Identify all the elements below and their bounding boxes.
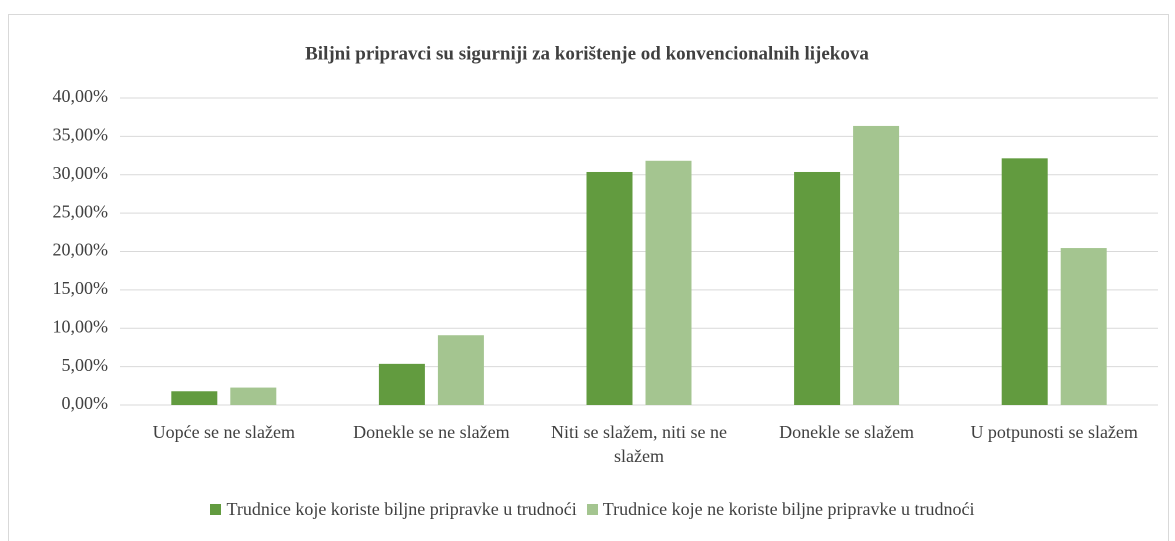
- chart-title: Biljni pripravci su sigurniji za korište…: [305, 43, 869, 64]
- y-tick-label: 0,00%: [62, 393, 109, 413]
- x-tick-label: Donekle se ne slažem: [353, 422, 510, 442]
- bar: [853, 125, 900, 405]
- chart-border: [8, 14, 1169, 541]
- legend: Trudnice koje koriste biljne pripravke u…: [0, 499, 1175, 520]
- y-tick-label: 10,00%: [53, 316, 109, 336]
- bar: [794, 171, 841, 405]
- bar: [586, 171, 633, 405]
- bar: [230, 387, 277, 405]
- y-tick-label: 40,00%: [53, 86, 109, 106]
- legend-swatch: [210, 504, 222, 515]
- legend-label: Trudnice koje koriste biljne pripravke u…: [226, 499, 577, 519]
- x-tick-label: Donekle se slažem: [779, 422, 915, 442]
- bar: [171, 391, 218, 405]
- bar: [645, 160, 692, 405]
- y-tick-label: 15,00%: [53, 278, 109, 298]
- y-tick-label: 30,00%: [53, 163, 109, 183]
- y-tick-label: 5,00%: [62, 355, 109, 375]
- y-tick-label: 35,00%: [53, 125, 109, 145]
- bar: [1001, 158, 1048, 405]
- legend-label: Trudnice koje ne koriste biljne pripravk…: [602, 499, 975, 519]
- x-tick-label: U potpunosti se slažem: [970, 422, 1138, 442]
- bar: [378, 363, 425, 405]
- legend-swatch: [586, 504, 598, 515]
- bar: [437, 335, 484, 405]
- x-tick-label: Niti se slažem, niti se ne slažem: [551, 422, 727, 466]
- y-tick-label: 20,00%: [53, 240, 109, 260]
- bar: [1060, 248, 1107, 405]
- y-tick-label: 25,00%: [53, 201, 109, 221]
- x-tick-label: Uopće se ne slažem: [152, 422, 296, 442]
